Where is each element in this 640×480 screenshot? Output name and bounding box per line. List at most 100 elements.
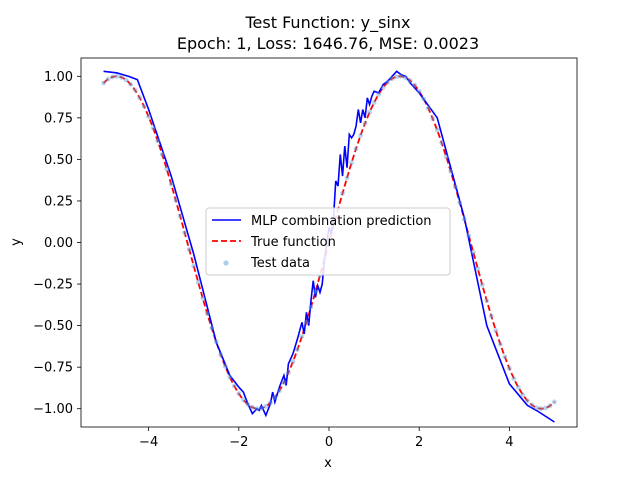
test-data-point (448, 169, 454, 174)
test-data-point (461, 216, 467, 222)
legend-label-true: True function (250, 235, 336, 250)
test-data-point (502, 354, 508, 360)
test-data-point (385, 79, 391, 85)
test-data-point (538, 406, 544, 412)
test-data-point (132, 87, 138, 93)
test-data-point (146, 114, 152, 120)
test-data-point (434, 127, 440, 133)
legend-box (205, 207, 451, 276)
test-data-point (398, 73, 404, 79)
test-data-point (520, 392, 526, 398)
test-data-point (236, 391, 242, 397)
test-data-point (304, 319, 309, 325)
test-data-point (543, 405, 548, 411)
x-axis-label: x (324, 456, 332, 471)
test-data-point (497, 341, 503, 347)
test-data-point (534, 405, 539, 411)
legend-swatch-testdata (223, 260, 229, 266)
test-data-point (403, 75, 409, 81)
test-data-point (308, 304, 314, 310)
test-data-point (240, 397, 246, 403)
test-data-point (389, 76, 395, 82)
y-tick-label: 0.25 (44, 194, 73, 209)
y-tick-label: 0.50 (44, 153, 73, 168)
test-data-point (412, 82, 418, 88)
test-data-point (529, 402, 535, 408)
test-data-point (353, 146, 359, 152)
test-data-point (272, 395, 278, 400)
test-data-point (362, 120, 368, 126)
test-data-point (105, 76, 111, 82)
test-data-point (313, 289, 318, 295)
y-tick-label: −1.00 (33, 402, 73, 417)
test-data-point (430, 116, 436, 121)
y-tick-label: 0.75 (44, 111, 73, 126)
test-data-point (222, 364, 228, 369)
test-data-point (141, 104, 147, 109)
test-data-point (137, 95, 143, 101)
test-data-point (515, 384, 521, 390)
test-data-point (416, 88, 422, 94)
y-tick-label: −0.25 (33, 278, 73, 293)
test-data-point (267, 400, 273, 406)
test-data-point (254, 406, 260, 412)
test-data-point (173, 197, 179, 203)
test-data-point (547, 403, 553, 409)
test-data-point (249, 404, 255, 410)
x-tick-label: −4 (139, 435, 158, 450)
test-data-point (204, 311, 210, 316)
test-data-point (493, 328, 499, 333)
test-data-point (376, 91, 381, 97)
test-data-point (209, 325, 215, 331)
test-data-point (227, 374, 233, 380)
test-data-point (479, 282, 485, 288)
test-data-point (200, 295, 206, 301)
test-data-point (155, 138, 161, 144)
test-data-point (452, 184, 458, 190)
test-data-point (277, 388, 282, 394)
x-tick-label: 0 (325, 435, 333, 450)
test-data-point (466, 233, 472, 238)
x-axis-ticks: −4 −2 0 2 4 (139, 427, 514, 450)
test-data-point (231, 383, 237, 389)
test-data-point (168, 181, 174, 187)
test-data-point (349, 160, 354, 166)
test-data-point (457, 200, 463, 206)
test-data-point (407, 78, 413, 84)
x-tick-label: 4 (505, 435, 513, 450)
test-data-point (367, 109, 372, 115)
test-data-point (425, 105, 431, 111)
test-data-point (177, 213, 183, 219)
test-data-point (186, 247, 192, 252)
y-axis-ticks: −1.00 −0.75 −0.50 −0.25 0.00 0.25 0.50 0.75 1.00 (33, 70, 81, 417)
test-data-point (290, 359, 296, 365)
test-data-point (525, 398, 530, 404)
chart-title-line1: Test Function: y_sinx (245, 13, 411, 33)
test-data-point (119, 74, 124, 80)
test-data-point (484, 298, 490, 304)
test-data-point (213, 339, 219, 345)
y-tick-label: −0.50 (33, 319, 73, 334)
test-data-point (421, 96, 427, 102)
y-tick-label: −0.75 (33, 361, 73, 376)
test-data-point (195, 279, 201, 285)
test-data-point (110, 74, 115, 80)
test-data-point (281, 379, 287, 385)
test-data-point (475, 266, 481, 272)
test-data-point (164, 166, 170, 172)
test-data-point (299, 333, 305, 339)
test-data-point (443, 154, 449, 160)
y-tick-label: 0.00 (44, 236, 73, 251)
test-data-point (150, 125, 156, 131)
y-tick-label: 1.00 (44, 70, 73, 85)
test-data-point (344, 175, 350, 181)
test-data-point (191, 263, 197, 269)
test-data-point (128, 81, 134, 87)
x-tick-label: 2 (415, 435, 423, 450)
test-data-point (182, 230, 188, 236)
legend-label-prediction: MLP combination prediction (251, 214, 432, 229)
test-data-point (340, 190, 345, 196)
test-data-point (258, 405, 264, 411)
test-data-point (114, 73, 120, 79)
